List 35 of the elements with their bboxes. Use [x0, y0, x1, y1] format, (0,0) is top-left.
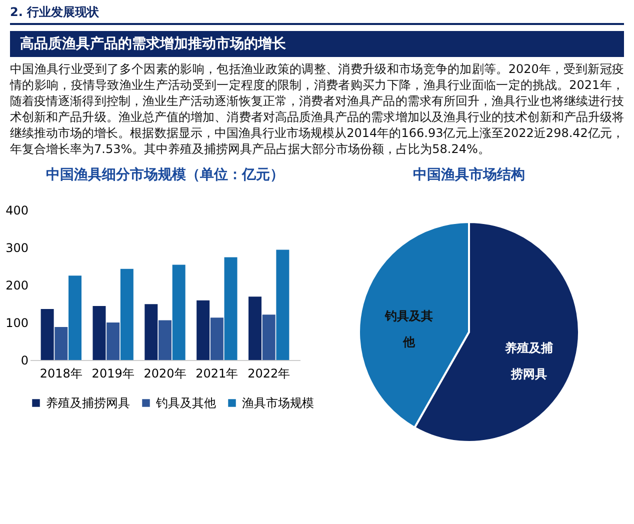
- bar: [276, 250, 290, 360]
- bar: [68, 276, 82, 360]
- bar: [196, 300, 210, 360]
- bar: [210, 318, 224, 360]
- x-tick-label: 2020年: [144, 366, 186, 380]
- bar: [248, 296, 262, 360]
- chart-title: 中国渔具市场结构: [413, 166, 525, 183]
- bar: [224, 257, 238, 360]
- bar: [158, 320, 172, 360]
- bar: [172, 264, 186, 360]
- x-tick-label: 2022年: [248, 366, 290, 380]
- legend-label: 养殖及捕捞网具: [46, 396, 130, 410]
- y-tick-label: 300: [6, 241, 28, 255]
- x-tick-label: 2018年: [40, 366, 82, 380]
- text: 2. 行业发展现状: [10, 0, 624, 25]
- text: 中国渔具行业受到了多个因素的影响，包括渔业政策的调整、消费升级和市场竞争的加剧等。2020年，受到新冠疫情的影响，疫情导致渔业生产活动受到一定程度的限制，消费者购买力下降，渔具行业面临一定的挑战。2021年，随着疫情逐渐得到控制，渔业生产活动逐渐恢复正常，消费者对渔具产品的需求有所回升，渔具行业也将继续进行技术创新和产品升级。渔业总产值的增加、消费者对高品质渔具产品的需求增加以及渔具行业的技术创新和产品升级将继续推动市场的增长。根据数据显示，中国渔具行业市场规模从2014年的166.93亿元上涨至2022近298.42亿元，年复合增长率为7.53%。其中养殖及捕捞网具产品占据大部分市场份额，占比为58.24%。: [10, 61, 624, 157]
- y-tick-label: 0: [20, 354, 28, 368]
- x-tick-label: 2021年: [196, 366, 238, 380]
- x-tick-label: 2019年: [92, 366, 134, 380]
- y-tick-label: 200: [6, 278, 28, 292]
- slice-label: 钓具及其他: [384, 309, 434, 350]
- legend-label: 钓具及其他: [155, 396, 216, 410]
- bar: [92, 306, 106, 360]
- y-tick-label: 400: [6, 204, 28, 218]
- text: 高品质渔具产品的需求增加推动市场的增长: [10, 31, 624, 57]
- bar: [54, 327, 68, 360]
- y-tick-label: 100: [6, 316, 28, 330]
- bar: [106, 322, 120, 360]
- bar: [144, 304, 158, 360]
- bar: [262, 314, 276, 360]
- chart-title: 中国渔具细分市场规模（单位：亿元）: [46, 166, 284, 183]
- bar: [40, 309, 54, 360]
- bar: [120, 268, 134, 360]
- legend-label: 渔具市场规模: [242, 396, 314, 410]
- slice-label: 养殖及捕捞网具: [504, 340, 553, 381]
